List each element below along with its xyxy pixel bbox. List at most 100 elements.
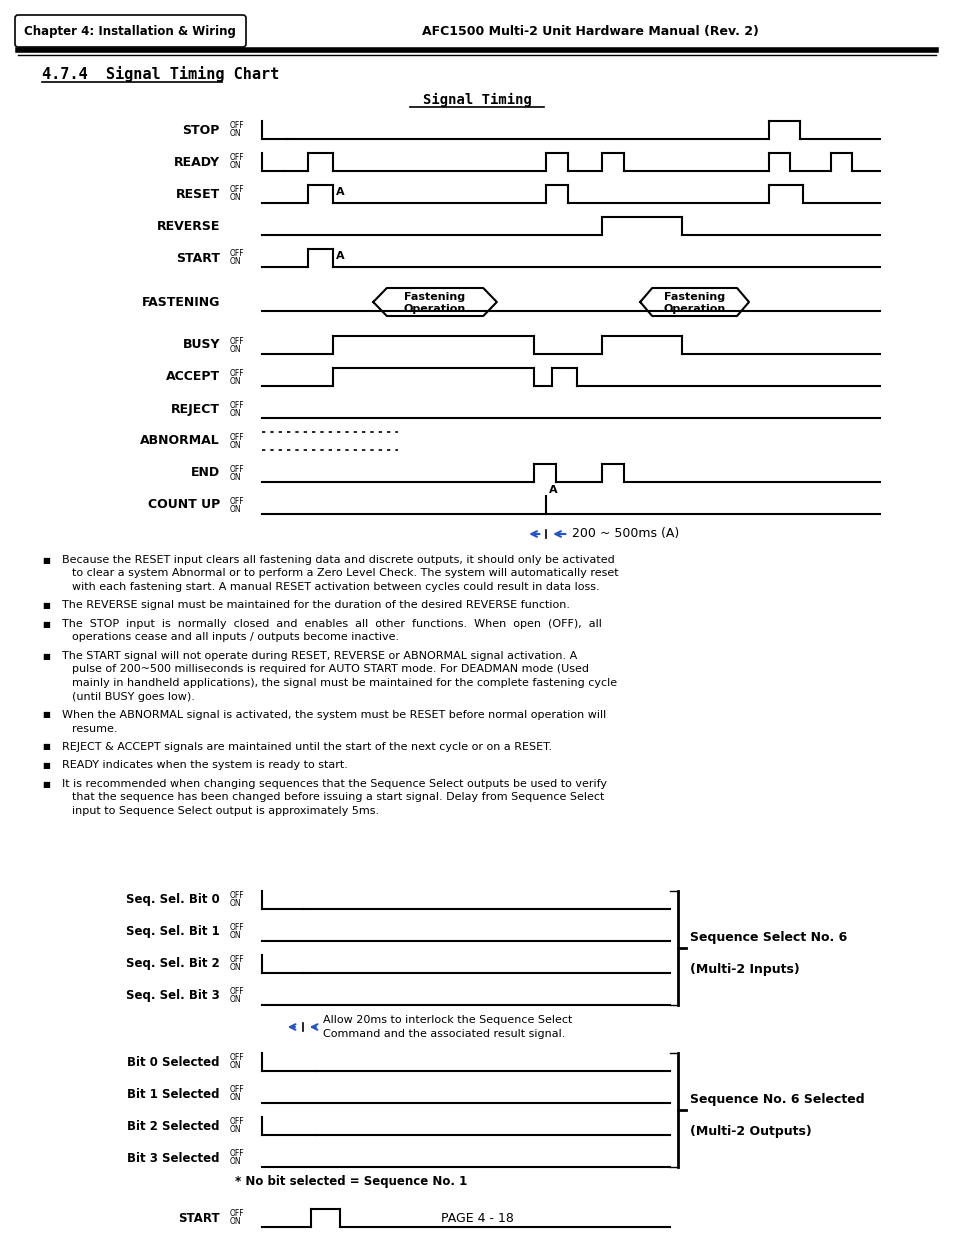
Text: ON: ON: [230, 995, 241, 1004]
Text: 4.7.4  Signal Timing Chart: 4.7.4 Signal Timing Chart: [42, 65, 279, 82]
Text: RESET: RESET: [175, 188, 220, 200]
Text: resume.: resume.: [71, 724, 117, 734]
Text: OFF: OFF: [230, 249, 244, 258]
Text: OFF: OFF: [230, 956, 244, 965]
Text: mainly in handheld applications), the signal must be maintained for the complete: mainly in handheld applications), the si…: [71, 678, 617, 688]
Text: OFF: OFF: [230, 1053, 244, 1062]
Text: PAGE 4 - 18: PAGE 4 - 18: [440, 1212, 513, 1224]
Text: ■: ■: [42, 779, 50, 788]
Text: A: A: [549, 485, 558, 495]
Text: END: END: [191, 467, 220, 479]
Text: to clear a system Abnormal or to perform a Zero Level Check. The system will aut: to clear a system Abnormal or to perform…: [71, 568, 618, 578]
Text: OFF: OFF: [230, 121, 244, 131]
Text: ON: ON: [230, 1157, 241, 1167]
Text: The REVERSE signal must be maintained for the duration of the desired REVERSE fu: The REVERSE signal must be maintained fo…: [62, 600, 569, 610]
Text: Allow 20ms to interlock the Sequence Select: Allow 20ms to interlock the Sequence Sel…: [322, 1015, 572, 1025]
Text: Operation: Operation: [403, 304, 466, 314]
Text: The START signal will not operate during RESET, REVERSE or ABNORMAL signal activ: The START signal will not operate during…: [62, 651, 577, 661]
Text: AFC1500 Multi-2 Unit Hardware Manual (Rev. 2): AFC1500 Multi-2 Unit Hardware Manual (Re…: [421, 25, 758, 37]
Text: Fastening: Fastening: [404, 291, 465, 303]
Text: OFF: OFF: [230, 368, 244, 378]
Text: (Multi-2 Outputs): (Multi-2 Outputs): [689, 1125, 811, 1137]
Text: OFF: OFF: [230, 336, 244, 346]
Text: with each fastening start. A manual RESET activation between cycles could result: with each fastening start. A manual RESE…: [71, 582, 599, 592]
Text: REJECT: REJECT: [171, 403, 220, 415]
Text: ABNORMAL: ABNORMAL: [140, 435, 220, 447]
Text: OFF: OFF: [230, 892, 244, 900]
Text: OFF: OFF: [230, 1209, 244, 1219]
Text: ON: ON: [230, 441, 241, 450]
Text: ON: ON: [230, 377, 241, 385]
Text: Bit 2 Selected: Bit 2 Selected: [128, 1119, 220, 1132]
Text: ON: ON: [230, 194, 241, 203]
Text: OFF: OFF: [230, 496, 244, 505]
Text: OFF: OFF: [230, 464, 244, 473]
Text: ON: ON: [230, 505, 241, 514]
Text: Bit 1 Selected: Bit 1 Selected: [128, 1088, 220, 1100]
Text: Sequence Select No. 6: Sequence Select No. 6: [689, 930, 846, 944]
Text: ON: ON: [230, 1093, 241, 1103]
Text: Bit 0 Selected: Bit 0 Selected: [128, 1056, 220, 1068]
Text: OFF: OFF: [230, 185, 244, 194]
Text: ■: ■: [42, 601, 50, 610]
Text: ON: ON: [230, 931, 241, 941]
Text: Fastening: Fastening: [663, 291, 724, 303]
Text: ON: ON: [230, 258, 241, 267]
Text: operations cease and all inputs / outputs become inactive.: operations cease and all inputs / output…: [71, 632, 398, 642]
Text: A: A: [335, 251, 344, 261]
Text: It is recommended when changing sequences that the Sequence Select outputs be us: It is recommended when changing sequence…: [62, 779, 606, 789]
Text: ACCEPT: ACCEPT: [166, 370, 220, 384]
Text: START: START: [175, 252, 220, 264]
Text: The  STOP  input  is  normally  closed  and  enables  all  other  functions.  Wh: The STOP input is normally closed and en…: [62, 619, 601, 629]
Text: REJECT & ACCEPT signals are maintained until the start of the next cycle or on a: REJECT & ACCEPT signals are maintained u…: [62, 742, 552, 752]
Text: A: A: [335, 186, 344, 198]
Text: ON: ON: [230, 162, 241, 170]
Text: (until BUSY goes low).: (until BUSY goes low).: [71, 692, 194, 701]
Text: Because the RESET input clears all fastening data and discrete outputs, it shoul: Because the RESET input clears all faste…: [62, 555, 614, 564]
Text: ON: ON: [230, 1062, 241, 1071]
Text: ON: ON: [230, 1218, 241, 1226]
Text: ■: ■: [42, 761, 50, 769]
Text: that the sequence has been changed before issuing a start signal. Delay from Seq: that the sequence has been changed befor…: [71, 793, 604, 803]
Text: (Multi-2 Inputs): (Multi-2 Inputs): [689, 962, 799, 976]
Text: ■: ■: [42, 710, 50, 720]
Text: pulse of 200~500 milliseconds is required for AUTO START mode. For DEADMAN mode : pulse of 200~500 milliseconds is require…: [71, 664, 588, 674]
Text: Sequence No. 6 Selected: Sequence No. 6 Selected: [689, 1093, 863, 1105]
Text: * No bit selected = Sequence No. 1: * No bit selected = Sequence No. 1: [234, 1174, 467, 1188]
Text: Seq. Sel. Bit 1: Seq. Sel. Bit 1: [126, 925, 220, 939]
Text: OFF: OFF: [230, 988, 244, 997]
Text: ■: ■: [42, 556, 50, 564]
Text: ON: ON: [230, 473, 241, 482]
Text: OFF: OFF: [230, 1118, 244, 1126]
Text: READY indicates when the system is ready to start.: READY indicates when the system is ready…: [62, 761, 348, 771]
Text: OFF: OFF: [230, 924, 244, 932]
Text: OFF: OFF: [230, 1150, 244, 1158]
Text: REVERSE: REVERSE: [156, 220, 220, 232]
Text: When the ABNORMAL signal is activated, the system must be RESET before normal op: When the ABNORMAL signal is activated, t…: [62, 710, 605, 720]
Text: COUNT UP: COUNT UP: [148, 499, 220, 511]
Text: Chapter 4: Installation & Wiring: Chapter 4: Installation & Wiring: [24, 25, 235, 37]
Text: ON: ON: [230, 899, 241, 909]
Text: OFF: OFF: [230, 1086, 244, 1094]
Text: ON: ON: [230, 963, 241, 972]
FancyBboxPatch shape: [15, 15, 246, 47]
Text: FASTENING: FASTENING: [141, 295, 220, 309]
Text: Signal Timing: Signal Timing: [422, 93, 531, 107]
Text: Command and the associated result signal.: Command and the associated result signal…: [322, 1029, 564, 1039]
Text: ON: ON: [230, 130, 241, 138]
Text: OFF: OFF: [230, 400, 244, 410]
Text: ON: ON: [230, 1125, 241, 1135]
Text: input to Sequence Select output is approximately 5ms.: input to Sequence Select output is appro…: [71, 806, 378, 816]
Text: ■: ■: [42, 620, 50, 629]
Text: READY: READY: [173, 156, 220, 168]
Text: Seq. Sel. Bit 0: Seq. Sel. Bit 0: [126, 893, 220, 906]
Text: STOP: STOP: [182, 124, 220, 137]
Text: ■: ■: [42, 742, 50, 752]
Text: Bit 3 Selected: Bit 3 Selected: [128, 1151, 220, 1165]
Text: BUSY: BUSY: [182, 338, 220, 352]
Text: START: START: [178, 1212, 220, 1224]
Text: Seq. Sel. Bit 2: Seq. Sel. Bit 2: [126, 957, 220, 971]
Text: OFF: OFF: [230, 153, 244, 163]
Text: ON: ON: [230, 409, 241, 417]
Text: Seq. Sel. Bit 3: Seq. Sel. Bit 3: [126, 989, 220, 1003]
